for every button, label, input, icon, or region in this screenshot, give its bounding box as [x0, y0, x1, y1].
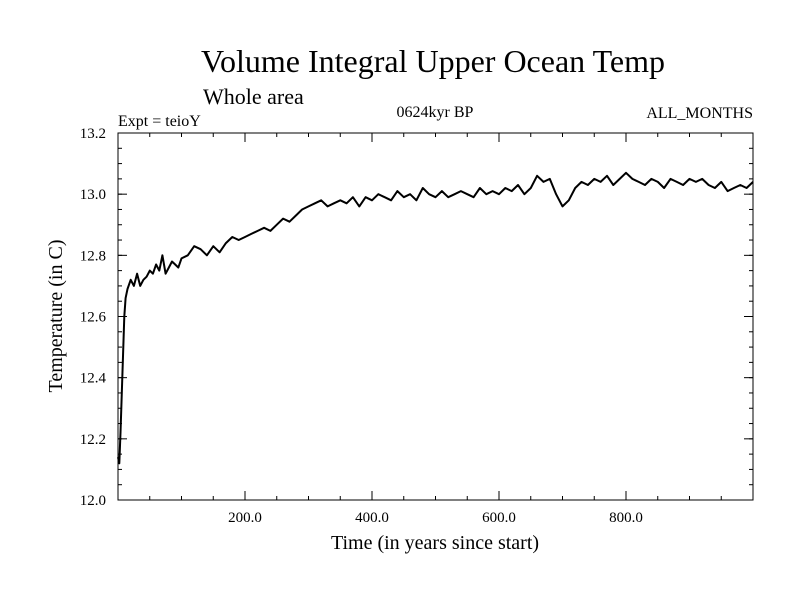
y-tick-label: 13.0 [80, 187, 106, 203]
chart-title: Volume Integral Upper Ocean Temp [201, 43, 665, 79]
x-tick-label: 800.0 [609, 510, 643, 526]
chart-subtitle: Whole area [203, 84, 304, 109]
period-label: 0624kyr BP [397, 104, 474, 121]
plot-frame [117, 132, 754, 501]
y-axis-label: Temperature (in C) [45, 240, 67, 393]
y-tick-label: 12.0 [80, 493, 106, 509]
axis-ticks [118, 132, 753, 501]
tick-labels: 200.0 400.0 600.0 800.0 12.0 12.2 12.4 12.6 12.8… [80, 126, 643, 526]
x-axis-label: Time (in years since start) [331, 532, 539, 554]
x-tick-label: 600.0 [482, 510, 516, 526]
y-tick-label: 12.4 [80, 371, 107, 387]
y-tick-label: 12.6 [80, 310, 107, 326]
months-label: ALL_MONTHS [646, 105, 753, 122]
x-tick-label: 200.0 [228, 510, 262, 526]
expt-label: Expt = teioY [118, 113, 201, 130]
y-tick-label: 12.8 [80, 248, 106, 264]
y-tick-label: 12.2 [80, 432, 106, 448]
y-tick-label: 13.2 [80, 126, 106, 142]
series-line [117, 171, 754, 465]
x-tick-label: 400.0 [355, 510, 389, 526]
series-group [117, 171, 754, 465]
